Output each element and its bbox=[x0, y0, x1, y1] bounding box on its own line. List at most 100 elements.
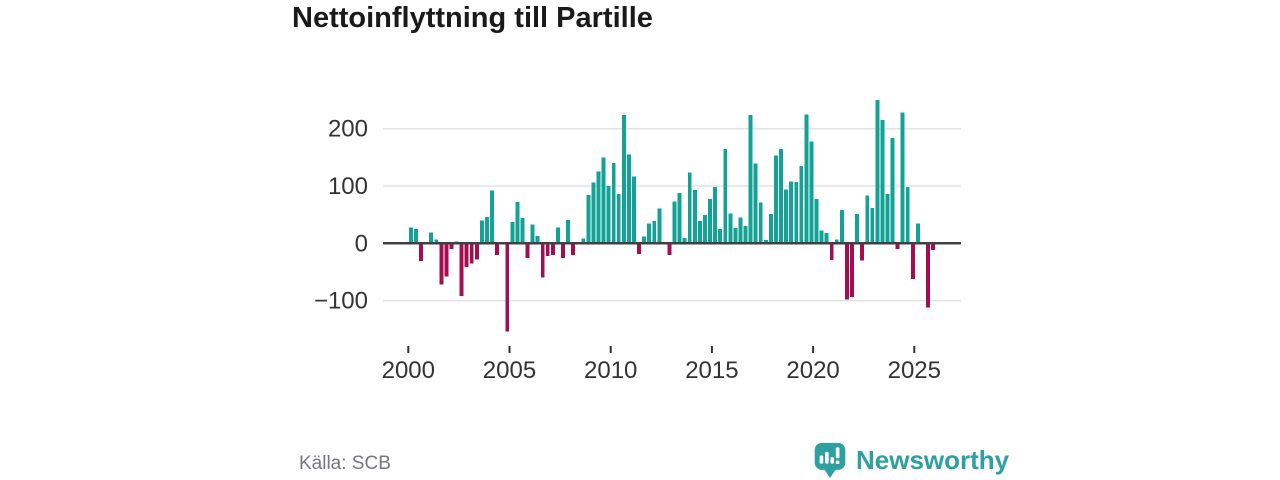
bar-positive bbox=[768, 214, 773, 244]
bar-positive bbox=[414, 228, 418, 244]
bar-positive bbox=[758, 202, 763, 244]
bar-positive bbox=[905, 187, 910, 244]
bar-positive bbox=[753, 163, 758, 244]
bar-positive bbox=[890, 137, 895, 244]
bar-positive bbox=[429, 232, 434, 244]
bar-positive bbox=[733, 227, 738, 244]
bar-negative bbox=[910, 243, 915, 279]
bar-positive bbox=[900, 112, 905, 244]
bar-positive bbox=[789, 181, 794, 244]
bar-positive bbox=[824, 232, 829, 244]
bar-positive bbox=[632, 176, 636, 244]
bar-positive bbox=[626, 154, 631, 244]
bar-positive bbox=[779, 148, 783, 244]
y-axis-label: 200 bbox=[328, 116, 368, 143]
bar-negative bbox=[895, 243, 900, 250]
y-axis-label: 0 bbox=[355, 230, 368, 257]
bar-positive bbox=[728, 213, 733, 244]
bar-positive bbox=[611, 163, 616, 244]
bar-positive bbox=[784, 189, 789, 244]
bar-positive bbox=[870, 207, 875, 244]
bar-positive bbox=[510, 222, 515, 244]
bar-negative bbox=[667, 243, 672, 255]
bar-negative bbox=[844, 243, 849, 300]
source-label: Källa: SCB bbox=[299, 453, 391, 474]
bar-positive bbox=[642, 236, 647, 244]
bar-positive bbox=[708, 199, 712, 244]
bar-negative bbox=[561, 243, 565, 259]
page-title: Nettoinflyttning till Partille bbox=[292, 2, 653, 34]
x-axis-label: 2000 bbox=[382, 357, 435, 384]
bar-positive bbox=[434, 239, 439, 244]
bar-positive bbox=[723, 148, 728, 244]
bar-positive bbox=[596, 171, 601, 244]
bar-positive bbox=[672, 201, 677, 244]
bar-negative bbox=[444, 243, 449, 277]
bar-positive bbox=[408, 227, 413, 244]
bar-positive bbox=[763, 239, 768, 244]
bar-negative bbox=[926, 243, 930, 308]
bar-positive bbox=[718, 228, 723, 244]
bar-positive bbox=[520, 218, 525, 244]
bar-positive bbox=[535, 235, 540, 244]
bar-negative bbox=[474, 243, 479, 260]
bar-positive bbox=[530, 224, 535, 244]
bar-negative bbox=[495, 243, 500, 255]
bar-positive bbox=[682, 238, 687, 244]
y-axis-label: −100 bbox=[314, 288, 368, 315]
bar-positive bbox=[586, 195, 591, 244]
speech-bubble-shape bbox=[814, 442, 846, 478]
bar-positive bbox=[697, 220, 702, 244]
bar-positive bbox=[713, 187, 718, 244]
bar-positive bbox=[555, 227, 560, 244]
mini-bar-chart-icon bbox=[819, 447, 840, 465]
bar-positive bbox=[677, 192, 682, 244]
bar-negative bbox=[419, 243, 423, 262]
bar-positive bbox=[581, 238, 586, 244]
bar-positive bbox=[606, 186, 611, 244]
y-axis-label: 100 bbox=[328, 173, 368, 200]
bar-negative bbox=[459, 243, 464, 297]
bar-negative bbox=[829, 243, 834, 260]
bar-negative bbox=[850, 243, 854, 298]
bar-positive bbox=[566, 219, 571, 244]
bar-positive bbox=[479, 220, 484, 244]
bar-positive bbox=[804, 114, 809, 244]
bar-positive bbox=[799, 165, 804, 244]
bar-negative bbox=[540, 243, 545, 278]
bar-positive bbox=[692, 190, 697, 244]
x-axis-label: 2005 bbox=[483, 357, 536, 384]
bar-negative bbox=[545, 243, 550, 256]
newsworthy-logo: Newsworthy bbox=[812, 441, 1009, 479]
bar-positive bbox=[748, 114, 753, 244]
bar-positive bbox=[621, 114, 626, 244]
bar-positive bbox=[743, 226, 748, 244]
bar-negative bbox=[449, 243, 454, 250]
bar-positive bbox=[703, 215, 707, 244]
x-axis-label: 2020 bbox=[786, 357, 839, 384]
bar-positive bbox=[687, 172, 692, 244]
newsworthy-logo-icon bbox=[814, 442, 846, 478]
bar-negative bbox=[931, 243, 936, 251]
bar-positive bbox=[839, 210, 844, 244]
bar-positive bbox=[834, 239, 839, 244]
bar-negative bbox=[637, 243, 641, 255]
bar-negative bbox=[550, 243, 555, 255]
bar-positive bbox=[885, 194, 890, 244]
bar-positive bbox=[814, 199, 819, 244]
bar-positive bbox=[657, 208, 662, 244]
bar-positive bbox=[794, 181, 799, 244]
bar-negative bbox=[469, 243, 474, 264]
bar-positive bbox=[819, 230, 824, 244]
bar-positive bbox=[773, 155, 778, 244]
bar-positive bbox=[591, 182, 596, 244]
bar-negative bbox=[464, 243, 469, 267]
bar-positive bbox=[652, 220, 657, 244]
bar-positive bbox=[515, 202, 520, 244]
bar-positive bbox=[880, 120, 885, 244]
x-axis-label: 2015 bbox=[685, 357, 738, 384]
bar-negative bbox=[505, 243, 510, 332]
bar-positive bbox=[865, 195, 870, 244]
bar-positive bbox=[915, 223, 920, 244]
